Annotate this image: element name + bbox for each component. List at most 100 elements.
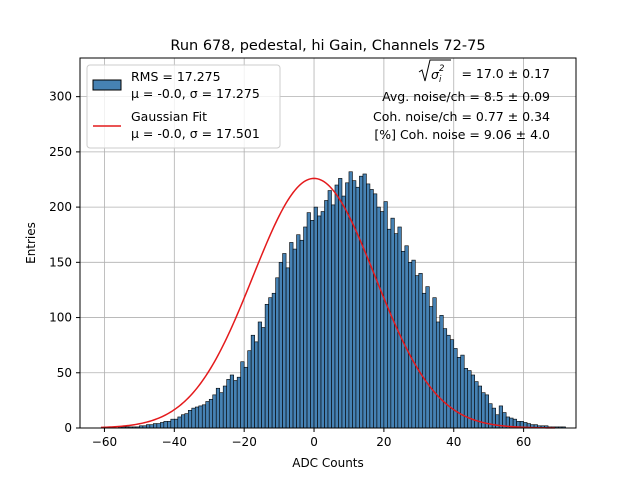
histogram-bar (418, 273, 423, 429)
histogram-bar (167, 421, 172, 429)
annotations: σ 2 i = 17.0 ± 0.17 Avg. noise/ch = 8.5 … (373, 59, 550, 142)
histogram-bar (422, 292, 427, 429)
histogram-bar (387, 228, 392, 429)
legend-histogram-line1: RMS = 17.275 (131, 69, 221, 84)
histogram-bar (271, 292, 276, 429)
histogram-bar (268, 297, 273, 429)
histogram-bar (463, 368, 469, 429)
histogram-bar (373, 193, 378, 429)
y-axis-ticks: 0 50 100 150 200 250 300 (49, 90, 80, 435)
legend-box (86, 64, 281, 149)
histogram-bar (191, 407, 196, 429)
x-axis-label: ADC Counts (292, 456, 364, 470)
x-tick-label: 20 (376, 435, 391, 449)
histogram-bar (428, 306, 434, 429)
legend: RMS = 17.275 μ = -0.0, σ = 17.275 Gaussi… (86, 64, 281, 149)
histogram-bar (369, 189, 374, 429)
y-tick-label: 150 (49, 255, 72, 269)
annotation-avg-noise: Avg. noise/ch = 8.5 ± 0.09 (382, 89, 550, 104)
histogram-bar (456, 357, 462, 429)
histogram-bar (229, 374, 234, 429)
histogram-bar (345, 182, 350, 429)
histogram-bar (411, 259, 416, 429)
histogram-bar (208, 398, 214, 429)
histogram-bar (170, 418, 175, 429)
histogram-bar (254, 341, 259, 429)
legend-histogram-line2: μ = -0.0, σ = 17.275 (131, 86, 260, 101)
histogram-bar (324, 200, 329, 429)
histogram-bar (341, 195, 346, 429)
x-axis-ticks: −60 −40 −20 0 20 40 60 (92, 428, 531, 449)
histogram-bar (498, 405, 503, 429)
histogram-bar (331, 204, 336, 429)
sqrt-sigma-formula: σ 2 i (418, 59, 451, 85)
histogram-bar (404, 245, 409, 429)
histogram-bar (275, 277, 280, 429)
histogram-bar (264, 303, 269, 429)
legend-fit-line2: μ = -0.0, σ = 17.501 (131, 126, 260, 141)
histogram-bar (194, 406, 200, 429)
histogram-bar (352, 180, 357, 429)
histogram-bar (310, 220, 315, 429)
histogram-bar (299, 239, 304, 429)
histogram-bar (338, 178, 343, 429)
histogram-bar (442, 328, 448, 429)
y-axis-label: Entries (24, 222, 38, 264)
histogram-bar (397, 226, 402, 429)
histogram-bar (201, 404, 207, 429)
histogram-bar (233, 380, 238, 429)
svg-text:σ: σ (431, 67, 440, 82)
histogram-bar (226, 379, 231, 429)
histogram-bar (212, 394, 217, 429)
histogram-bar (240, 361, 245, 429)
chart-title: Run 678, pedestal, hi Gain, Channels 72-… (170, 38, 485, 54)
histogram-bar (362, 173, 367, 429)
gaussian-fit-line (100, 177, 556, 429)
histogram-bar (306, 212, 311, 429)
histogram-bar (317, 215, 322, 429)
histogram-bar (383, 201, 388, 429)
x-tick-label: −40 (162, 435, 187, 449)
histogram-bar (449, 339, 455, 429)
histogram-bar (359, 175, 364, 429)
histogram-bar (296, 234, 301, 429)
histogram-bar (174, 418, 179, 429)
histogram-bar (243, 366, 248, 429)
histogram-bar (376, 206, 381, 429)
histogram-bar (177, 416, 182, 429)
y-tick-label: 300 (49, 90, 72, 104)
histogram-bar (163, 421, 168, 429)
annotation-noise-total: = 17.0 ± 0.17 (461, 66, 550, 81)
legend-fit-line1: Gaussian Fit (131, 109, 207, 124)
histogram-bar (180, 414, 186, 429)
histogram-bar (278, 262, 283, 429)
histogram-bar (222, 385, 228, 429)
histogram-bar (160, 422, 165, 429)
histogram-bar (380, 211, 385, 429)
histogram-bar (439, 315, 444, 429)
x-tick-label: −60 (92, 435, 117, 449)
histogram-bar (327, 190, 332, 429)
histogram-bar (257, 321, 262, 429)
annotation-coh-noise: Coh. noise/ch = 0.77 ± 0.34 (373, 109, 550, 124)
histogram-bar (219, 392, 224, 429)
annotation-coh-noise-pct: [%] Coh. noise = 9.06 ± 4.0 (374, 127, 550, 142)
histogram-bar (366, 183, 371, 429)
histogram-bar (156, 423, 161, 429)
y-tick-label: 200 (49, 200, 72, 214)
histogram-bar (435, 321, 441, 429)
histogram-bar (334, 184, 339, 429)
svg-text:2: 2 (439, 64, 444, 74)
histogram-bar (261, 327, 266, 429)
legend-histogram-swatch (92, 79, 122, 91)
x-tick-label: 60 (516, 435, 531, 449)
histogram-bar (303, 226, 308, 429)
histogram-bar (236, 376, 241, 429)
histogram-bar (187, 410, 193, 429)
histogram-bar (198, 405, 203, 429)
x-tick-label: 40 (446, 435, 461, 449)
histogram-bar (184, 413, 189, 429)
histogram-bar (446, 334, 451, 429)
histogram-bar (432, 297, 437, 429)
